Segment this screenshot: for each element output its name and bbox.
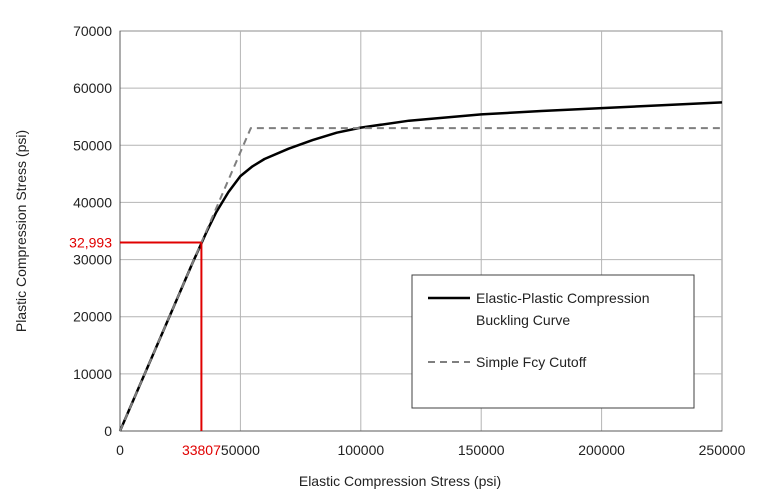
x-tick-label-0: 0 xyxy=(116,442,124,458)
legend-label-cutoff: Simple Fcy Cutoff xyxy=(476,354,586,370)
legend: Elastic-Plastic Compression Buckling Cur… xyxy=(411,274,695,409)
legend-label-line-2: Buckling Curve xyxy=(476,312,570,328)
y-tick-label-1: 10000 xyxy=(73,366,112,382)
y-tick-label-4: 40000 xyxy=(73,194,112,210)
y-tick-label-2: 20000 xyxy=(73,309,112,325)
y-tick-label-7: 70000 xyxy=(73,23,112,39)
legend-label-line-1: Elastic-Plastic Compression xyxy=(476,290,650,306)
x-tick-label-5: 250000 xyxy=(699,442,746,458)
x-tick-label-1: 50000 xyxy=(221,442,260,458)
x-tick-labels: 0 50000 100000 150000 200000 250000 xyxy=(116,442,745,458)
y-axis-title: Plastic Compression Stress (psi) xyxy=(13,130,29,332)
y-tick-label-6: 60000 xyxy=(73,80,112,96)
x-axis-title: Elastic Compression Stress (psi) xyxy=(299,473,501,489)
series-line-buckling-curve xyxy=(118,101,723,432)
y-tick-label-0: 0 xyxy=(104,423,112,439)
series-line-cutoff xyxy=(119,127,722,432)
series-layer xyxy=(118,101,723,432)
y-tick-label-3: 30000 xyxy=(73,252,112,268)
annotation-label-y: 32,993 xyxy=(69,234,112,250)
x-tick-label-3: 150000 xyxy=(458,442,505,458)
annotation-label-x: 33807 xyxy=(182,442,221,458)
x-tick-label-2: 100000 xyxy=(337,442,384,458)
annotation-layer: 32,993 33807 xyxy=(69,234,221,458)
x-tick-label-4: 200000 xyxy=(578,442,625,458)
y-tick-label-5: 50000 xyxy=(73,137,112,153)
y-tick-labels: 0 10000 20000 30000 40000 50000 60000 70000 xyxy=(73,23,112,439)
